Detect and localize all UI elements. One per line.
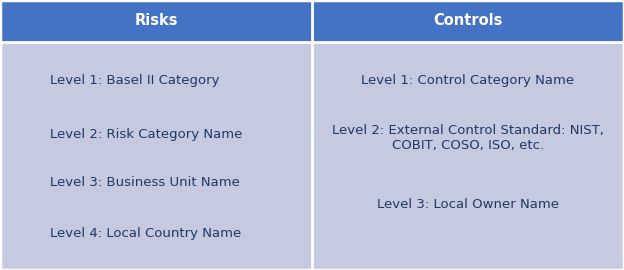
Text: Level 2: Risk Category Name: Level 2: Risk Category Name — [50, 128, 242, 141]
Text: Level 3: Local Owner Name: Level 3: Local Owner Name — [377, 198, 559, 211]
Bar — [312, 0, 624, 42]
Text: Level 3: Business Unit Name: Level 3: Business Unit Name — [50, 176, 240, 189]
Text: Risks: Risks — [134, 14, 178, 28]
Text: Controls: Controls — [433, 14, 503, 28]
Bar — [0, 0, 312, 42]
Text: Level 4: Local Country Name: Level 4: Local Country Name — [50, 227, 241, 240]
Text: Level 1: Basel II Category: Level 1: Basel II Category — [50, 74, 220, 87]
Text: Level 2: External Control Standard: NIST,
COBIT, COSO, ISO, etc.: Level 2: External Control Standard: NIST… — [332, 124, 604, 152]
Text: Level 1: Control Category Name: Level 1: Control Category Name — [361, 74, 575, 87]
